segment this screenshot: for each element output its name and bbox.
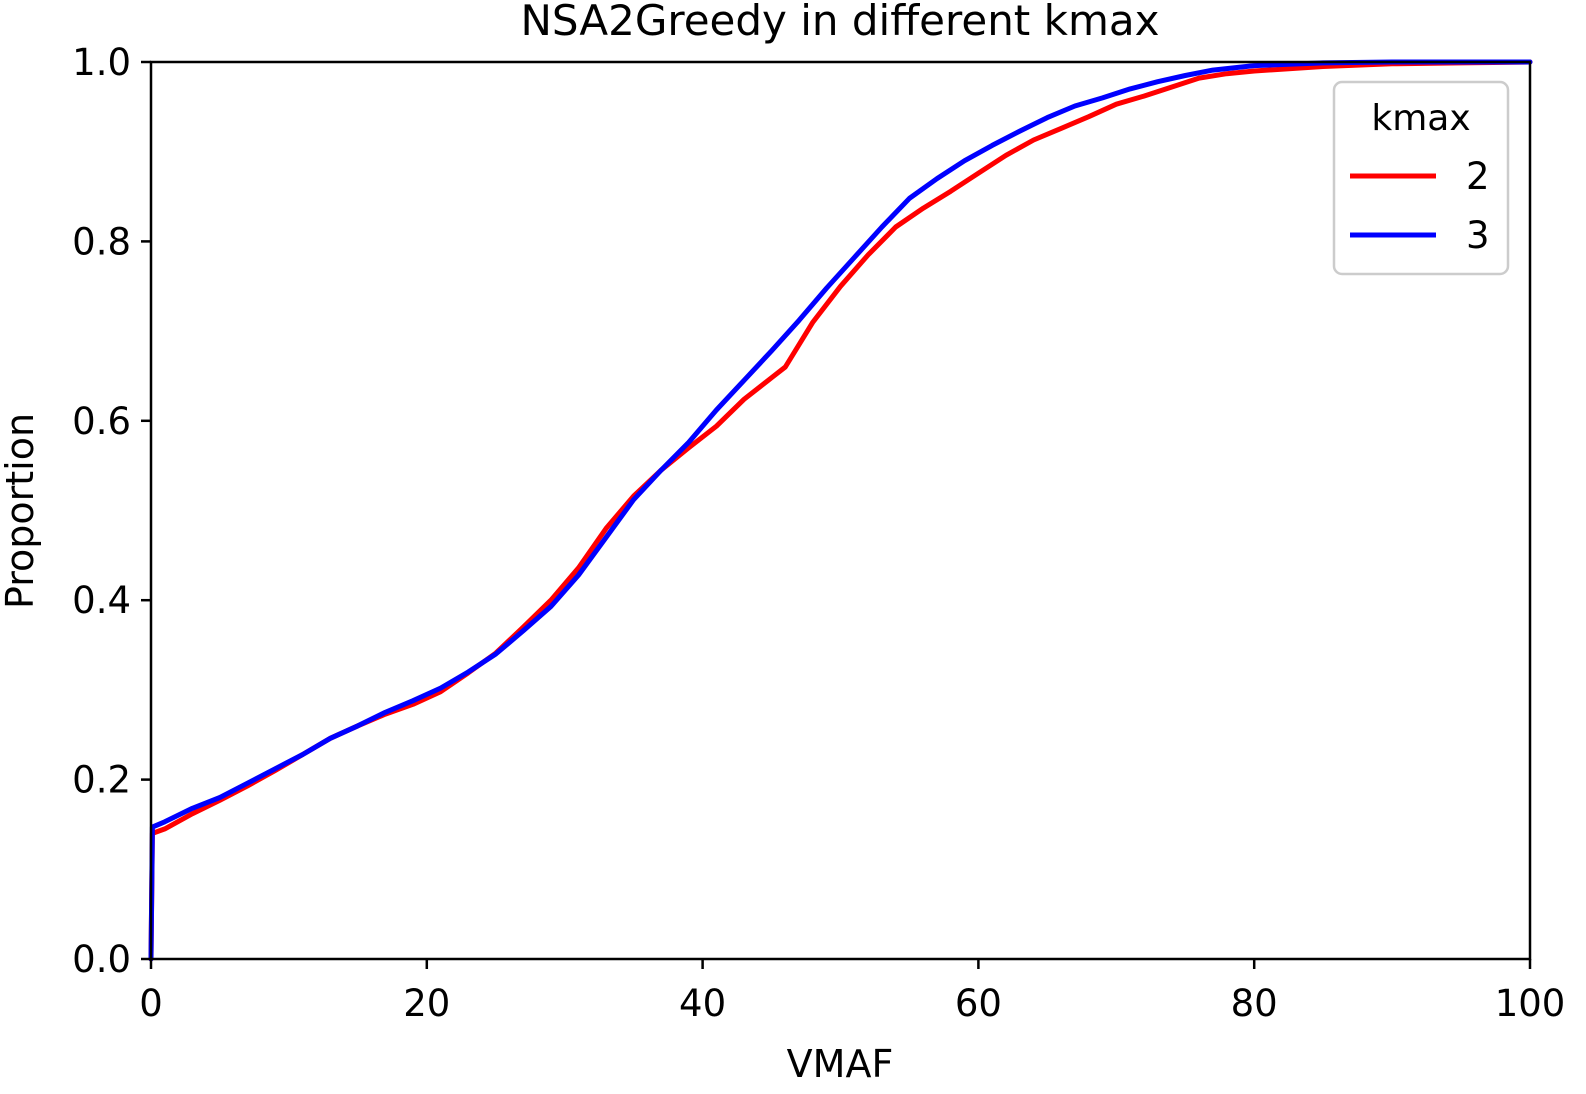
y-tick-label: 1.0: [72, 41, 131, 84]
x-tick-label: 60: [955, 982, 1002, 1025]
x-tick-label: 0: [139, 982, 163, 1025]
legend-label-3: 3: [1466, 214, 1490, 257]
x-axis: 0 20 40 60 80 100: [139, 959, 1565, 1025]
x-tick-label: 40: [679, 982, 726, 1025]
y-tick-label: 0.8: [72, 220, 131, 263]
y-tick-label: 0.2: [72, 759, 131, 802]
y-axis: 0.0 0.2 0.4 0.6 0.8 1.0: [72, 41, 151, 981]
x-axis-label: VMAF: [787, 1042, 894, 1086]
y-tick-label: 0.0: [72, 938, 131, 981]
y-tick-label: 0.6: [72, 400, 131, 443]
plot-frame: [149, 60, 1532, 961]
chart-title: NSA2Greedy in different kmax: [521, 0, 1160, 45]
series-layer: [148, 59, 1533, 962]
series-line-2: [148, 59, 1533, 962]
x-tick-label: 80: [1231, 982, 1278, 1025]
y-tick-label: 0.4: [72, 579, 131, 622]
y-axis-label: Proportion: [0, 413, 42, 609]
legend: kmax 2 3: [1332, 80, 1510, 276]
legend-label-2: 2: [1466, 155, 1490, 198]
series-line-3: [148, 59, 1533, 962]
x-tick-label: 100: [1495, 982, 1566, 1025]
legend-title: kmax: [1371, 98, 1470, 139]
x-tick-label: 20: [403, 982, 450, 1025]
